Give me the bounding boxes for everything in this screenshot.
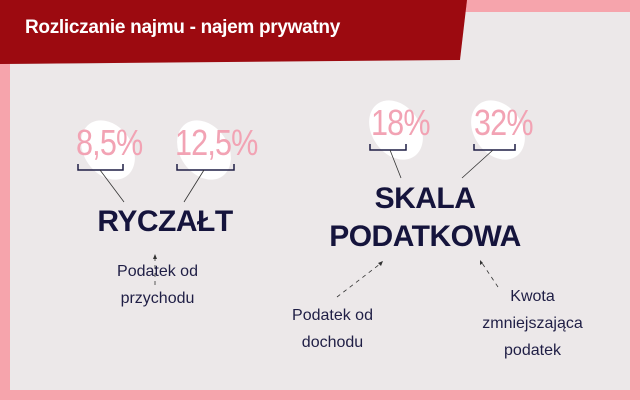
dashed-arrow xyxy=(336,263,381,298)
rate-8-5: 8,5% xyxy=(76,122,143,163)
rate-18: 18% xyxy=(371,102,431,143)
page-title: Rozliczanie najmu - najem prywatny xyxy=(25,17,340,38)
bracket xyxy=(77,164,124,171)
arrow-head-icon xyxy=(153,254,157,259)
rate-32: 32% xyxy=(474,102,534,143)
connector-line xyxy=(461,149,494,179)
note-line: Podatek od xyxy=(117,263,198,280)
rate-12-5: 12,5% xyxy=(175,122,258,163)
bracket xyxy=(369,144,407,151)
note-line: podatek xyxy=(504,342,561,359)
arrow-head-icon xyxy=(480,260,483,265)
content-panel xyxy=(10,12,630,390)
note-line: Kwota xyxy=(510,288,555,305)
connector-line xyxy=(183,169,205,203)
ryczalt-title: RYCZAŁT xyxy=(97,205,233,238)
skala-title-line2: PODATKOWA xyxy=(329,220,521,253)
skala-note-right: Kwota zmniejszająca podatek xyxy=(470,283,595,364)
connector-line xyxy=(389,149,402,179)
bracket xyxy=(176,164,235,171)
dashed-arrow xyxy=(481,262,499,288)
arrow-head-icon xyxy=(378,261,383,266)
skala-note-left: Podatek od dochodu xyxy=(275,302,390,356)
note-line: zmniejszająca xyxy=(482,315,583,332)
ryczalt-note: Podatek od przychodu xyxy=(100,258,215,312)
note-line: Podatek od xyxy=(292,307,373,324)
bracket xyxy=(473,144,516,151)
skala-title-line1: SKALA xyxy=(374,182,476,215)
header-banner xyxy=(0,0,467,64)
note-line: dochodu xyxy=(301,334,364,351)
note-line: przychodu xyxy=(120,290,195,307)
connector-line xyxy=(99,169,125,203)
